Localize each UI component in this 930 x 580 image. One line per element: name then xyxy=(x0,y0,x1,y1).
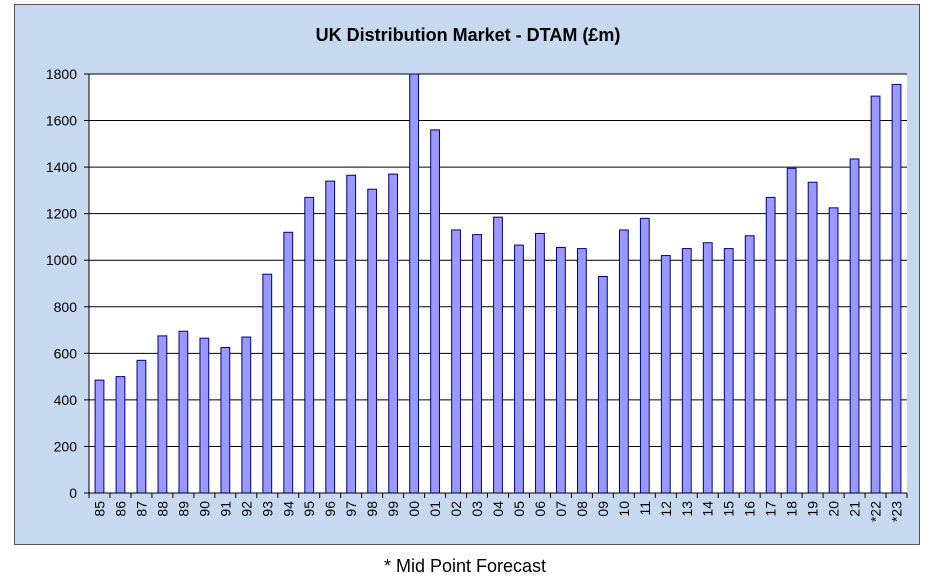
y-tick-label: 0 xyxy=(69,485,77,501)
x-tick-label: 07 xyxy=(553,501,569,517)
x-tick-label: 87 xyxy=(133,501,149,517)
bar xyxy=(283,231,294,494)
x-tick-label: 18 xyxy=(784,501,800,517)
x-tick-label: 98 xyxy=(364,501,380,517)
x-tick-label: 97 xyxy=(343,501,359,517)
bar xyxy=(493,216,503,494)
x-tick-label: 10 xyxy=(616,501,632,517)
bar xyxy=(744,235,755,494)
bar xyxy=(367,188,378,494)
bar xyxy=(514,244,524,494)
bar xyxy=(639,217,650,494)
bar xyxy=(891,83,902,494)
y-tick-label: 1200 xyxy=(46,206,77,222)
bar xyxy=(723,248,734,494)
x-tick-label: 04 xyxy=(490,501,506,517)
y-tick-label: 1400 xyxy=(46,159,77,175)
y-tick-label: 200 xyxy=(54,438,78,454)
chart-title: UK Distribution Market - DTAM (£m) xyxy=(315,25,621,45)
x-tick-label: 93 xyxy=(259,501,275,517)
x-tick-label: *23 xyxy=(889,501,905,522)
x-tick-label: 14 xyxy=(700,501,716,517)
x-tick-label: 90 xyxy=(196,501,212,517)
x-tick-label: 91 xyxy=(217,501,233,517)
y-tick-label: 1600 xyxy=(46,113,77,129)
y-tick-label: 600 xyxy=(54,345,78,361)
x-tick-label: 13 xyxy=(679,501,695,517)
bar xyxy=(556,246,566,494)
x-tick-label: 08 xyxy=(574,501,590,517)
x-tick-label: 86 xyxy=(112,501,128,517)
x-tick-label: 03 xyxy=(469,501,485,517)
footnote: * Mid Point Forecast xyxy=(383,556,547,576)
x-tick-label: 09 xyxy=(595,501,611,517)
x-tick-label: 02 xyxy=(448,501,464,517)
x-tick-label: 00 xyxy=(406,501,422,517)
bar xyxy=(136,359,147,494)
bar xyxy=(409,73,420,494)
y-tick-label: 1000 xyxy=(46,252,77,268)
bar xyxy=(472,234,482,494)
bar xyxy=(660,255,671,494)
x-tick-label: 05 xyxy=(511,501,527,517)
bar xyxy=(597,276,608,494)
bar xyxy=(388,173,399,494)
x-tick-label: 94 xyxy=(280,501,296,517)
bar xyxy=(535,232,545,494)
x-tick-label: 99 xyxy=(385,501,401,517)
x-tick-label: 96 xyxy=(322,501,338,517)
x-tick-label: 17 xyxy=(763,501,779,517)
bar xyxy=(765,196,776,494)
y-tick-label: 800 xyxy=(54,299,78,315)
bar xyxy=(157,335,168,494)
bar xyxy=(849,158,860,494)
x-tick-label: 21 xyxy=(847,501,863,517)
bar xyxy=(430,129,440,494)
bar xyxy=(451,229,461,494)
bar xyxy=(199,337,210,494)
x-tick-label: 92 xyxy=(238,501,254,517)
bar xyxy=(241,336,252,494)
x-tick-label: 16 xyxy=(742,501,758,517)
bar xyxy=(702,242,713,494)
x-tick-label: 15 xyxy=(721,501,737,517)
bar xyxy=(807,181,818,494)
bar xyxy=(576,248,587,494)
bar xyxy=(220,347,231,494)
bar xyxy=(325,180,336,494)
x-tick-label: 19 xyxy=(805,501,821,517)
bar xyxy=(786,167,797,494)
x-tick-label: 01 xyxy=(427,501,443,517)
y-tick-label: 400 xyxy=(54,392,78,408)
bar xyxy=(681,248,692,494)
x-tick-label: 89 xyxy=(175,501,191,517)
bar xyxy=(618,229,629,494)
x-tick-label: 06 xyxy=(532,501,548,517)
x-tick-label: 12 xyxy=(658,501,674,517)
x-tick-label: 11 xyxy=(637,501,653,516)
chart-frame: 0 200 400 600 800 1000 1200 1400 1600 1800 85 86 87 8… xyxy=(14,4,920,545)
bar xyxy=(262,273,273,494)
x-tick-label: 20 xyxy=(826,501,842,517)
bar xyxy=(178,330,189,494)
x-tick-label: *22 xyxy=(868,501,884,522)
bar xyxy=(115,376,126,494)
x-tick-label: 88 xyxy=(154,501,170,517)
bar xyxy=(304,196,315,494)
bar xyxy=(828,207,839,494)
bar xyxy=(94,379,105,494)
bar xyxy=(346,174,357,494)
y-tick-label: 1800 xyxy=(46,66,77,82)
x-tick-label: 95 xyxy=(301,501,317,517)
bar xyxy=(870,95,881,494)
x-tick-label: 85 xyxy=(91,501,107,517)
